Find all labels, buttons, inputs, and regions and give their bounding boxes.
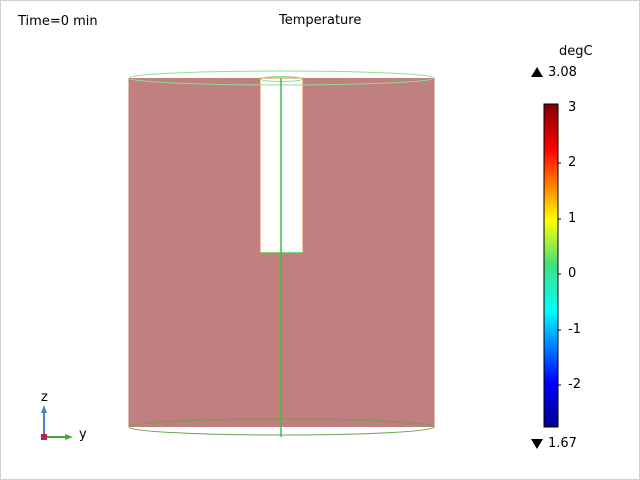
colorbar-max: 3.08 (548, 65, 577, 80)
max-triangle-icon (531, 67, 543, 77)
y-axis-label: y (79, 427, 87, 442)
colorbar-min: 1.67 (548, 436, 577, 451)
plot-title: Temperature (279, 13, 362, 28)
min-triangle-icon (531, 439, 543, 449)
colorbar-tick: 0 (568, 266, 577, 281)
cylinder-geometry (128, 70, 435, 437)
colorbar-tick: 2 (568, 155, 577, 170)
colorbar-tick: 3 (568, 100, 577, 115)
x-axis-marker (41, 434, 47, 440)
time-label: Time=0 min (18, 14, 98, 29)
y-arrow-icon (65, 434, 73, 440)
z-axis-label: z (41, 390, 48, 405)
axis-triad (41, 405, 73, 440)
z-arrow-icon (41, 405, 47, 413)
colorbar-unit: degC (559, 44, 593, 59)
colorbar-tick: -2 (568, 377, 581, 392)
colorbar-tick: 1 (568, 211, 577, 226)
colorbar (543, 103, 559, 428)
colorbar-tick: -1 (568, 322, 581, 337)
